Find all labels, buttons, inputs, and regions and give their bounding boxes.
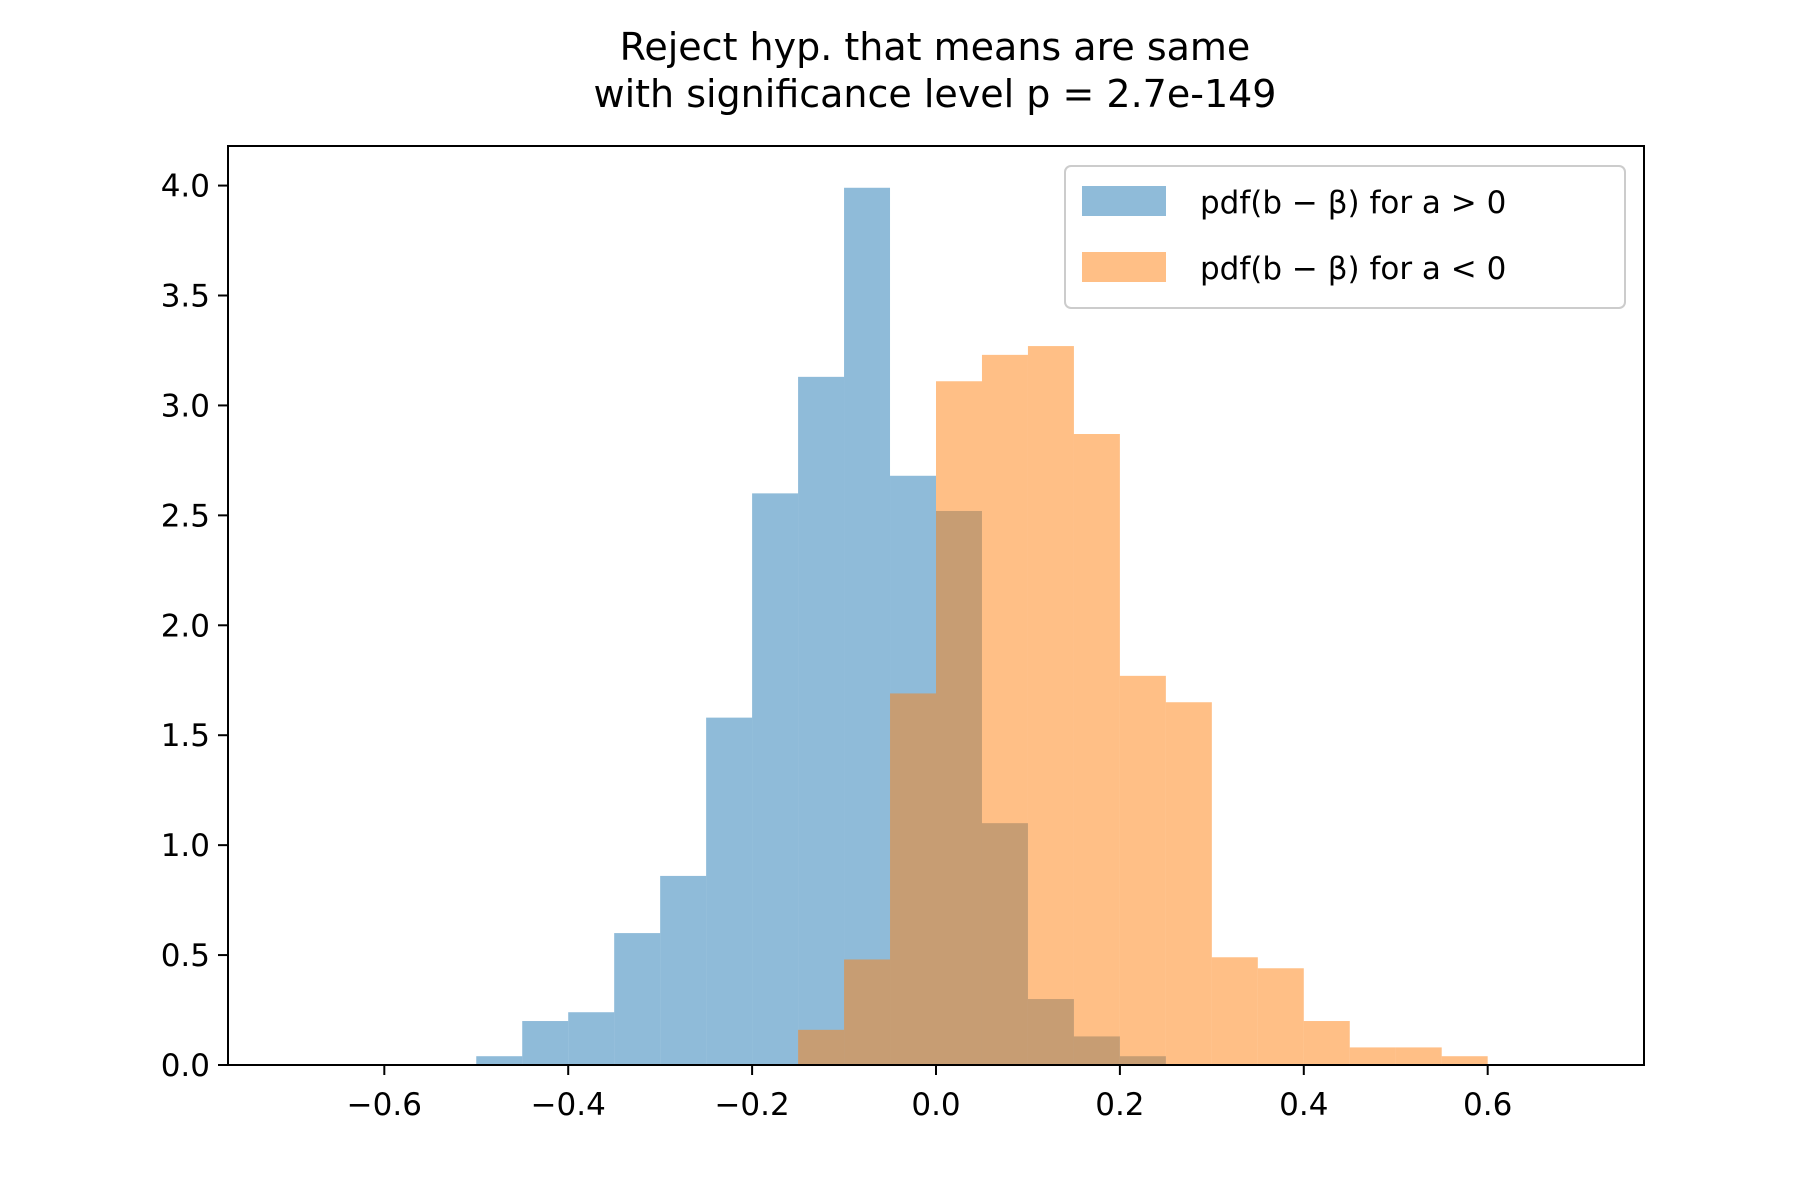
chart-title-line-2: with significance level p = 2.7e-149 (594, 72, 1277, 116)
legend-label: pdf(b − β) for a < 0 (1200, 251, 1506, 287)
histogram-bar (706, 717, 753, 1065)
histogram-bar (1119, 675, 1166, 1065)
x-tick-label: −0.6 (347, 1087, 422, 1123)
histogram-bar (1303, 1021, 1350, 1065)
histogram-bar (522, 1021, 569, 1065)
histogram-bar (1165, 702, 1212, 1065)
histogram-bar (1395, 1047, 1442, 1065)
histogram-bar (1073, 434, 1120, 1065)
chart-title-line-1: Reject hyp. that means are same (620, 25, 1251, 69)
histogram-bar (981, 354, 1028, 1065)
histogram-bar (614, 933, 661, 1065)
histogram-bar (1441, 1056, 1488, 1065)
legend-box (1064, 165, 1626, 309)
histogram-bar (844, 187, 891, 1065)
histogram-bar (798, 376, 845, 1066)
histogram-bar (844, 959, 891, 1065)
histogram-bar (890, 693, 936, 1065)
y-axis: 0.0 0.5 1.0 1.5 2.0 2.5 3.0 3.5 4.0 (161, 169, 228, 1084)
legend-swatch (1082, 252, 1166, 282)
x-tick-label: 0.2 (1095, 1087, 1144, 1123)
histogram-bar (1211, 957, 1258, 1065)
y-tick-label: 0.0 (161, 1048, 210, 1084)
histogram-bar (752, 493, 799, 1065)
x-tick-label: 0.0 (911, 1087, 960, 1123)
histogram-bar (476, 1056, 523, 1065)
x-tick-label: 0.6 (1463, 1087, 1512, 1123)
histogram-bar (936, 381, 982, 1065)
histogram-bar (1027, 346, 1074, 1065)
histogram-bar (1349, 1047, 1396, 1065)
y-tick-label: 0.5 (161, 938, 210, 974)
legend-item: pdf(b − β) for a > 0 (1082, 185, 1506, 221)
histogram-bar (798, 1029, 845, 1065)
legend-label: pdf(b − β) for a > 0 (1200, 185, 1506, 221)
legend-item: pdf(b − β) for a < 0 (1082, 251, 1506, 287)
x-axis: −0.6 −0.4 −0.2 0.0 0.2 0.4 0.6 (347, 1065, 1512, 1123)
x-tick-label: −0.2 (714, 1087, 789, 1123)
bars-layer (476, 187, 1488, 1066)
y-tick-label: 1.0 (161, 828, 210, 864)
y-tick-label: 1.5 (161, 718, 210, 754)
y-tick-label: 3.5 (161, 279, 210, 315)
legend-swatch (1082, 186, 1166, 216)
y-tick-label: 4.0 (161, 169, 210, 205)
axes-layer: −0.6 −0.4 −0.2 0.0 0.2 0.4 0.6 0.0 0.5 1.0 1.5 2.0 2… (161, 145, 1645, 1123)
x-tick-label: −0.4 (531, 1087, 606, 1123)
legend: pdf(b − β) for a > 0 pdf(b − β) for a < 0 (1064, 165, 1626, 309)
histogram-bar (1257, 968, 1304, 1065)
y-tick-label: 2.5 (161, 498, 210, 534)
y-tick-label: 2.0 (161, 608, 210, 644)
histogram-bar (660, 875, 707, 1065)
chart-title: Reject hyp. that means are same with sig… (594, 25, 1277, 116)
y-tick-label: 3.0 (161, 388, 210, 424)
x-tick-label: 0.4 (1279, 1087, 1328, 1123)
series-2-bars (798, 346, 1488, 1065)
histogram-bar (568, 1012, 615, 1065)
